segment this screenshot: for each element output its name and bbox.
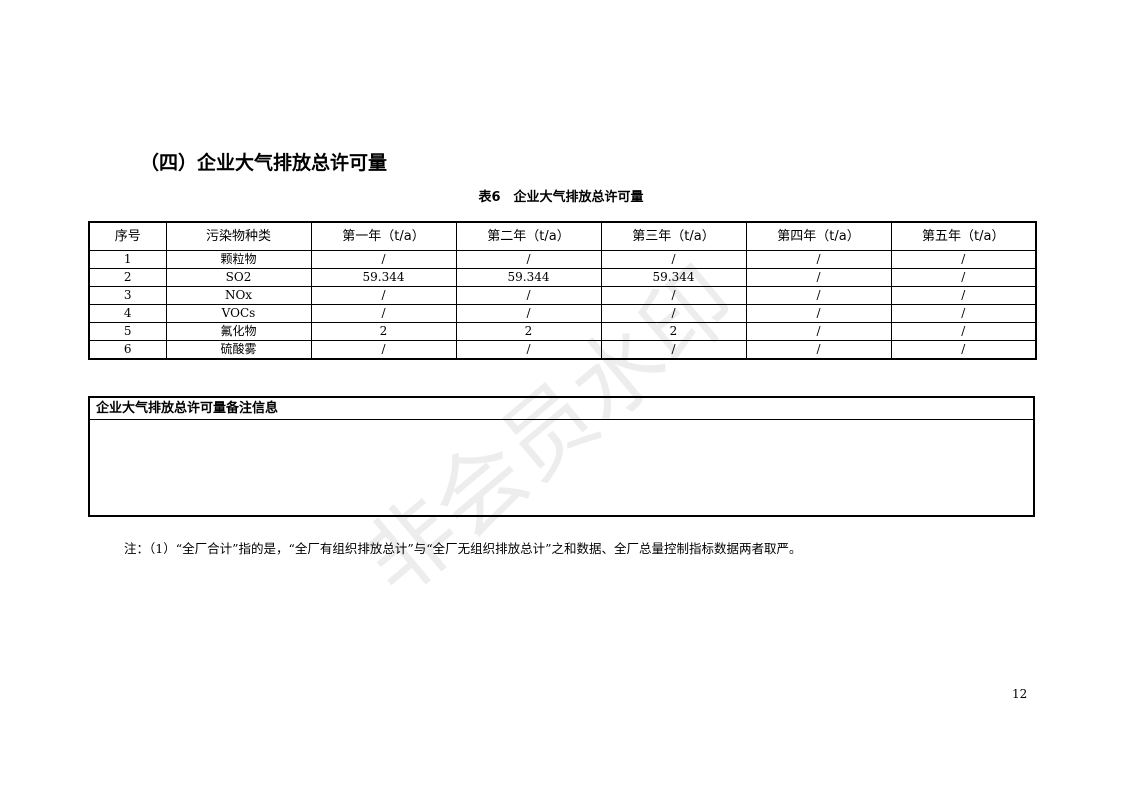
table-cell: / bbox=[745, 304, 892, 323]
table-cell: 3 bbox=[88, 286, 167, 305]
table-cell: / bbox=[890, 268, 1037, 287]
footnote: 注：（1）“全厂合计”指的是，“全厂有组织排放总计”与“全厂无组织排放总计”之和… bbox=[124, 541, 802, 556]
page-number: 12 bbox=[1012, 687, 1028, 701]
table-cell: 5 bbox=[88, 322, 167, 341]
table-row: 3 NOx / / / / / bbox=[88, 286, 1037, 305]
table-cell: / bbox=[600, 340, 747, 360]
table-cell: / bbox=[600, 250, 747, 269]
table-cell: / bbox=[310, 304, 457, 323]
table-cell: 59.344 bbox=[310, 268, 457, 287]
table-cell: / bbox=[890, 250, 1037, 269]
table-cell: / bbox=[455, 286, 602, 305]
table-cell: / bbox=[745, 340, 892, 360]
table-cell: / bbox=[890, 286, 1037, 305]
table-cell: VOCs bbox=[165, 304, 312, 323]
table-cell: / bbox=[600, 304, 747, 323]
table-row: 5 氟化物 2 2 2// bbox=[88, 322, 1037, 341]
column-header: 第三年（t/a） bbox=[600, 221, 747, 251]
table-cell: / bbox=[745, 268, 892, 287]
table-cell: / bbox=[455, 250, 602, 269]
table-cell: 59.344 bbox=[455, 268, 602, 287]
table-cell: / bbox=[310, 286, 457, 305]
table-caption: 表6 企业大气排放总许可量 bbox=[478, 190, 644, 205]
table-cell: 4 bbox=[88, 304, 167, 323]
table-cell: 2 bbox=[310, 322, 457, 341]
table-cell: / bbox=[745, 250, 892, 269]
table-cell: / bbox=[310, 340, 457, 360]
table-cell: SO2 bbox=[165, 268, 312, 287]
table-cell: 6 bbox=[88, 340, 167, 360]
section-heading: （四）企业大气排放总许可量 bbox=[140, 152, 388, 174]
table-cell: 氟化物 bbox=[165, 322, 312, 341]
column-header: 第五年（t/a） bbox=[890, 221, 1037, 251]
table-cell: 硫酸雾 bbox=[165, 340, 312, 360]
table-cell: 1 bbox=[88, 250, 167, 269]
column-header: 第二年（t/a） bbox=[455, 221, 602, 251]
table-cell: / bbox=[745, 322, 892, 341]
table-cell: / bbox=[745, 286, 892, 305]
table-cell: 2 bbox=[455, 322, 602, 341]
remarks-box: 企业大气排放总许可量备注信息 bbox=[88, 396, 1035, 517]
table-row: 6 硫酸雾 / / / / / bbox=[88, 340, 1037, 360]
table-cell: / bbox=[600, 286, 747, 305]
table-cell: NOx bbox=[165, 286, 312, 305]
table-row: 2 SO2 59.344 59.344 59.344// bbox=[88, 268, 1037, 287]
table-cell: 2 bbox=[88, 268, 167, 287]
table-row: 1 颗粒物 / / / / / bbox=[88, 250, 1037, 269]
table-cell: / bbox=[890, 322, 1037, 341]
column-header: 第一年（t/a） bbox=[310, 221, 457, 251]
table-cell: 2 bbox=[600, 322, 747, 341]
table-row: 4 VOCs / / / / / bbox=[88, 304, 1037, 323]
table-cell: / bbox=[890, 340, 1037, 360]
table-cell: / bbox=[455, 304, 602, 323]
column-header: 序号 bbox=[88, 221, 167, 251]
table-cell: / bbox=[890, 304, 1037, 323]
table-cell: / bbox=[310, 250, 457, 269]
remarks-title: 企业大气排放总许可量备注信息 bbox=[90, 398, 1033, 420]
column-header: 污染物种类 bbox=[165, 221, 312, 251]
table-cell: 59.344 bbox=[600, 268, 747, 287]
table-cell: / bbox=[455, 340, 602, 360]
table-cell: 颗粒物 bbox=[165, 250, 312, 269]
column-header: 第四年（t/a） bbox=[745, 221, 892, 251]
emission-table: 序号 污染物种类 第一年（t/a） 第二年（t/a） 第三年（t/a） 第四年（t/a）第… bbox=[88, 221, 1037, 360]
